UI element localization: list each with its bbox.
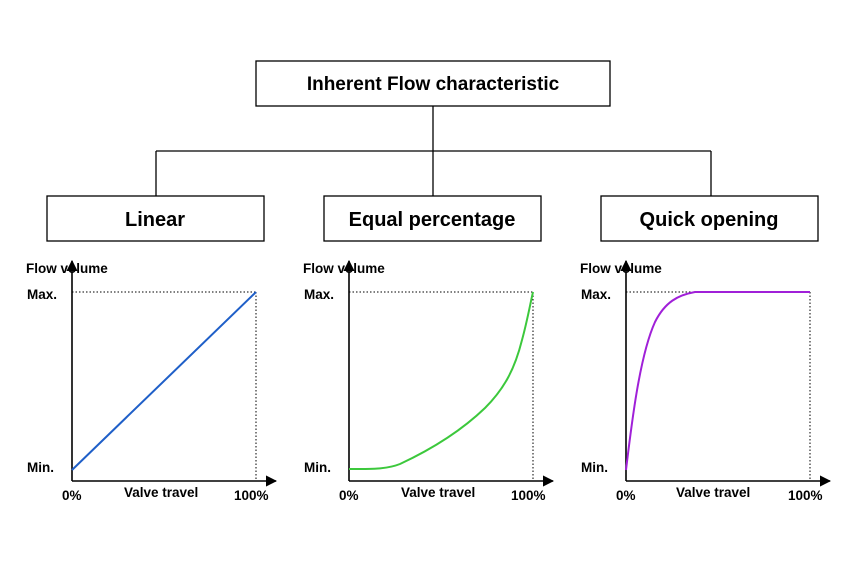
- x-max-label: 100%: [234, 488, 269, 503]
- category-linear: Linear: [46, 195, 265, 242]
- x-max-label: 100%: [511, 488, 546, 503]
- chart-quick-opening: Flow volume Max. Min. 0% Valve travel 10…: [580, 259, 832, 503]
- flow-curve-quick-opening: [625, 291, 810, 471]
- category-box-equal-percentage: [323, 195, 542, 242]
- x-min-label: 0%: [62, 488, 82, 503]
- x-axis-label: Valve travel: [676, 485, 750, 500]
- y-min-label: Min.: [304, 460, 331, 475]
- x-axis-label: Valve travel: [401, 485, 475, 500]
- y-max-label: Max.: [27, 287, 57, 302]
- y-axis-label: Flow volume: [580, 261, 662, 276]
- flow-curve-linear: [71, 291, 257, 471]
- root-node: Inherent Flow characteristic: [255, 60, 611, 107]
- category-label-equal-percentage: Equal percentage: [349, 209, 516, 231]
- flow-curve-equal-percentage: [348, 291, 534, 471]
- y-max-label: Max.: [581, 287, 611, 302]
- chart-linear: Flow volume Max. Min. 0% Valve travel 10…: [26, 259, 278, 503]
- chart-equal-percentage: Flow volume Max. Min. 0% Valve travel 10…: [303, 259, 555, 503]
- root-box: [255, 60, 611, 107]
- y-min-label: Min.: [27, 460, 54, 475]
- category-label-quick-opening: Quick opening: [640, 209, 779, 231]
- y-max-label: Max.: [304, 287, 334, 302]
- x-axis-label: Valve travel: [124, 485, 198, 500]
- y-axis-label: Flow volume: [26, 261, 108, 276]
- category-quick-opening: Quick opening: [600, 195, 819, 242]
- y-min-label: Min.: [581, 460, 608, 475]
- x-max-label: 100%: [788, 488, 823, 503]
- category-box-linear: [46, 195, 265, 242]
- category-box-quick-opening: [600, 195, 819, 242]
- tree-connectors: [155, 106, 712, 196]
- y-axis-label: Flow volume: [303, 261, 385, 276]
- x-min-label: 0%: [616, 488, 636, 503]
- root-label: Inherent Flow characteristic: [307, 74, 560, 95]
- x-min-label: 0%: [339, 488, 359, 503]
- category-label-linear: Linear: [125, 209, 185, 231]
- category-equal-percentage: Equal percentage: [323, 195, 542, 242]
